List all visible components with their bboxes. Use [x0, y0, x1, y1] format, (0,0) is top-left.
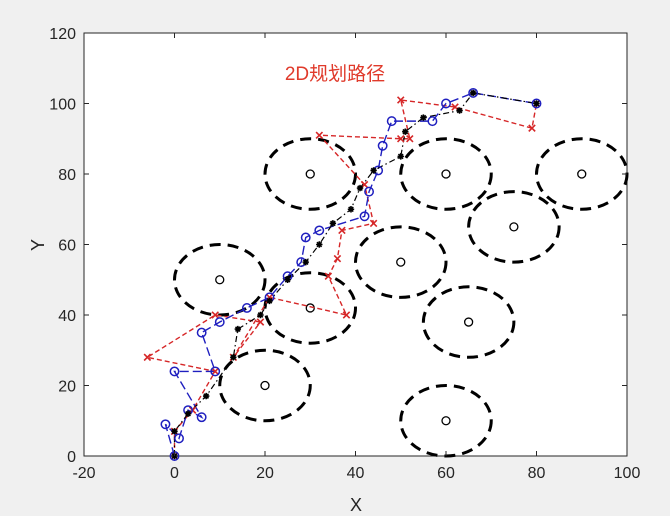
black-path-marker	[370, 167, 377, 174]
obstacle-center-marker	[577, 169, 587, 179]
obstacle-center-marker	[305, 169, 315, 179]
red-path-marker	[256, 318, 265, 326]
y-tick-label: 0	[67, 449, 76, 466]
red-path-line	[145, 99, 538, 456]
x-tick-label: 100	[614, 465, 641, 482]
black-path-marker	[329, 220, 337, 227]
x-tick-label: -20	[72, 465, 95, 482]
blue-path-marker	[314, 225, 325, 236]
black-path-marker	[469, 89, 477, 97]
black-path-marker	[316, 241, 323, 248]
red-path-marker	[396, 134, 405, 143]
obstacle-center-marker	[215, 275, 225, 285]
blue-path-marker	[196, 327, 207, 338]
chart-title: 2D规划路径	[285, 63, 385, 85]
obstacle-center-marker	[509, 222, 519, 232]
blue-path-marker	[214, 317, 225, 327]
red-path-marker	[143, 353, 152, 362]
blue-path-line	[164, 92, 537, 457]
x-tick-label: 20	[256, 465, 274, 482]
black-path-marker	[184, 410, 192, 417]
blue-path-marker	[241, 303, 252, 313]
blue-path-marker	[196, 412, 207, 423]
black-path-marker	[356, 184, 364, 192]
black-path-marker	[230, 354, 237, 361]
blue-path-marker	[468, 87, 479, 98]
blue-path-marker	[210, 366, 221, 377]
black-path-marker	[533, 100, 540, 107]
black-path-marker	[302, 258, 309, 266]
obstacle-center-marker	[463, 317, 474, 327]
blue-path-marker	[377, 140, 388, 151]
black-path-marker	[397, 153, 404, 160]
red-path-marker	[369, 219, 378, 228]
obstacle-center-marker	[260, 380, 270, 391]
red-path-marker	[211, 311, 219, 319]
y-tick-label: 40	[58, 308, 76, 325]
blue-path-marker	[427, 116, 438, 127]
blue-path-marker	[386, 116, 397, 127]
blue-path-marker	[300, 232, 311, 243]
obstacle-circle	[263, 271, 357, 345]
blue-path-marker	[531, 98, 542, 109]
red-path-marker	[324, 272, 333, 280]
blue-path-marker	[441, 98, 451, 109]
plot-area	[83, 32, 628, 457]
y-tick-label: 120	[49, 26, 76, 43]
black-path-marker	[257, 311, 264, 319]
black-path-marker	[171, 428, 178, 435]
obstacle-circle	[399, 137, 493, 211]
obstacle-center-marker	[396, 257, 406, 267]
red-path-marker	[315, 131, 324, 139]
y-axis-label: Y	[28, 239, 48, 251]
x-tick-label: 60	[437, 465, 455, 482]
red-path-marker	[338, 226, 346, 235]
y-tick-label: 60	[58, 238, 76, 255]
red-path-marker	[528, 124, 536, 132]
black-path-marker	[347, 206, 355, 213]
y-tick-label: 100	[49, 97, 76, 114]
obstacle-circle	[467, 190, 561, 264]
obstacle-circle	[263, 137, 357, 211]
blue-path-marker	[364, 186, 375, 197]
black-path-marker	[456, 107, 463, 114]
red-path-marker	[396, 96, 405, 104]
obstacle-circle	[218, 348, 312, 423]
obstacle-circle	[421, 285, 516, 359]
blue-path-marker	[169, 366, 180, 377]
x-axis-label: X	[350, 495, 362, 515]
black-path-marker	[234, 325, 242, 333]
blue-path-marker	[160, 419, 171, 430]
black-path-marker	[284, 276, 291, 283]
black-path-marker	[420, 114, 427, 121]
x-tick-label: 0	[170, 465, 179, 482]
red-path-marker	[333, 254, 342, 263]
black-path-marker	[402, 128, 409, 135]
red-path-marker	[211, 367, 219, 376]
obstacle-circle	[354, 225, 448, 299]
x-tick-label: 40	[347, 465, 365, 482]
obstacle-center-marker	[441, 416, 451, 426]
blue-path-marker	[359, 211, 370, 222]
obstacle-center-marker	[441, 169, 451, 179]
x-tick-label: 80	[528, 465, 546, 482]
blue-path-marker	[174, 433, 184, 444]
series-layer	[143, 87, 542, 461]
black-path-marker	[202, 392, 210, 400]
y-tick-label: 80	[58, 167, 76, 184]
red-path-marker	[406, 134, 414, 143]
red-path-marker	[342, 311, 351, 319]
y-tick-label: 20	[58, 379, 76, 396]
black-path-marker	[266, 297, 273, 305]
